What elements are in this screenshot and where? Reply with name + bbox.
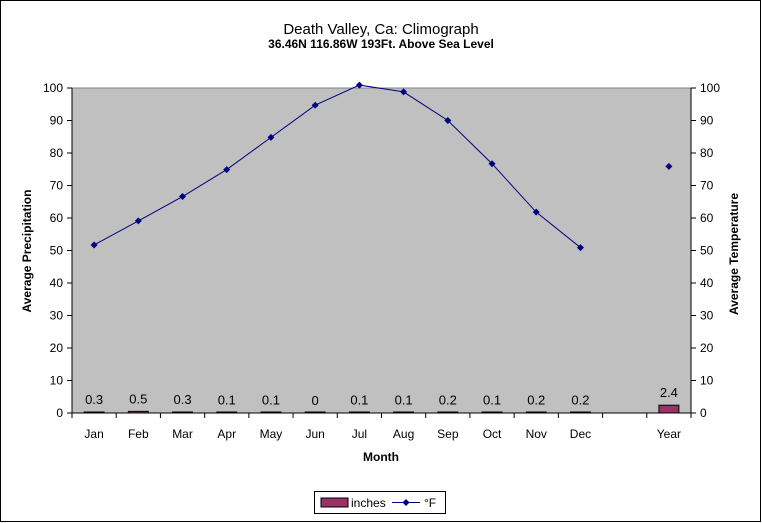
precipitation-data-label: 0.5: [129, 391, 147, 406]
x-tick-label: Jun: [305, 427, 324, 441]
x-tick-label: Aug: [393, 427, 414, 441]
temperature-line: [93, 84, 581, 248]
right-tick-label: 90: [700, 114, 714, 128]
precipitation-data-label: 0.3: [173, 392, 191, 407]
precipitation-data-label: 0.1: [395, 393, 413, 408]
left-tick-label: 40: [50, 276, 64, 290]
right-tick-label: 60: [700, 211, 714, 225]
left-tick-label: 20: [50, 341, 64, 355]
legend-label-inches: inches: [351, 496, 386, 510]
precipitation-data-label: 0.1: [218, 393, 236, 408]
precipitation-bars: [83, 404, 680, 414]
precipitation-bar: [658, 404, 680, 414]
x-tick-label: Feb: [128, 427, 149, 441]
x-tick-label: Jul: [352, 427, 367, 441]
left-axis-title: Average Precipitation: [20, 190, 34, 313]
left-tick-label: 10: [50, 374, 64, 388]
right-tick-label: 50: [700, 244, 714, 258]
precipitation-bar: [216, 411, 238, 414]
left-tick-label: 90: [50, 114, 64, 128]
precipitation-data-labels: 0.3 0.5 0.3 0.1 0.1 0 0.1 0.1 0.2 0.1 0.2 0.2 2.4: [85, 385, 678, 408]
temperature-point: [532, 208, 540, 216]
temperature-point: [576, 244, 584, 252]
temperature-point: [665, 162, 673, 170]
chart-title: Death Valley, Ca: Climograph: [283, 21, 478, 38]
left-tick-label: 50: [50, 244, 64, 258]
precipitation-bar: [393, 411, 415, 414]
temperature-point: [355, 81, 363, 89]
right-tick-label: 100: [700, 81, 720, 95]
temperature-point: [267, 133, 275, 141]
precipitation-bar: [437, 411, 459, 414]
left-tick-label: 30: [50, 309, 64, 323]
right-y-axis: 0 10 20 30 40 50 60 70 80 90 100: [690, 81, 720, 420]
temperature-point: [223, 166, 231, 174]
right-tick-label: 0: [700, 406, 707, 420]
temperature-point: [488, 160, 496, 168]
temperature-point: [90, 241, 98, 249]
right-tick-label: 40: [700, 276, 714, 290]
left-tick-label: 0: [56, 406, 63, 420]
precipitation-bar: [260, 411, 282, 414]
left-y-axis: 0 10 20 30 40 50 60 70 80 90 100: [43, 81, 73, 420]
x-tick-label: Year: [657, 427, 681, 441]
temperature-point: [311, 101, 319, 109]
precipitation-bar: [83, 411, 105, 414]
right-tick-label: 20: [700, 341, 714, 355]
precipitation-data-label: 0: [312, 393, 319, 408]
temperature-point: [134, 217, 142, 225]
right-tick-label: 70: [700, 179, 714, 193]
x-tick-label: Oct: [483, 427, 502, 441]
left-tick-label: 100: [43, 81, 63, 95]
x-tick-label: Mar: [172, 427, 193, 441]
precipitation-bar: [348, 411, 370, 414]
right-axis-title: Average Temperature: [727, 193, 741, 315]
left-tick-label: 60: [50, 211, 64, 225]
left-tick-label: 70: [50, 179, 64, 193]
precipitation-data-label: 0.2: [439, 392, 457, 407]
x-tick-label: Sep: [437, 427, 459, 441]
temperature-point: [179, 193, 187, 201]
precipitation-bar: [481, 411, 503, 414]
right-tick-label: 10: [700, 374, 714, 388]
precipitation-bar: [172, 411, 193, 414]
temperature-point: [444, 117, 452, 124]
temperature-point: [400, 88, 408, 96]
precipitation-bar: [127, 410, 149, 414]
precipitation-data-label: 0.2: [571, 392, 589, 407]
x-axis-title: Month: [363, 450, 399, 464]
precipitation-data-label: 0.3: [85, 392, 103, 407]
precipitation-bar: [304, 411, 326, 414]
x-tick-label: Jan: [84, 427, 103, 441]
precipitation-data-label: 2.4: [660, 385, 678, 400]
x-tick-label: Apr: [217, 427, 236, 441]
legend-label-temperature: °F: [424, 496, 436, 510]
precipitation-bar: [570, 411, 591, 414]
legend-box: [314, 491, 446, 514]
legend: inches °F: [314, 491, 446, 514]
chart-subtitle: 36.46N 116.86W 193Ft. Above Sea Level: [268, 37, 494, 51]
x-tick-label: Nov: [526, 427, 547, 441]
right-tick-label: 30: [700, 309, 714, 323]
precipitation-data-label: 0.1: [262, 393, 280, 408]
precipitation-data-label: 0.1: [350, 393, 368, 408]
precipitation-data-label: 0.2: [527, 392, 545, 407]
temperature-line-series: [90, 81, 673, 252]
legend-marker-temperature: [402, 499, 410, 506]
plot-area: [71, 87, 692, 414]
right-tick-label: 80: [700, 146, 714, 160]
precipitation-data-label: 0.1: [483, 393, 501, 408]
x-tick-label: May: [260, 427, 283, 441]
precipitation-bar: [525, 411, 547, 414]
legend-swatch-inches: [320, 497, 349, 508]
left-tick-label: 80: [50, 146, 64, 160]
x-tick-label: Dec: [570, 427, 591, 441]
